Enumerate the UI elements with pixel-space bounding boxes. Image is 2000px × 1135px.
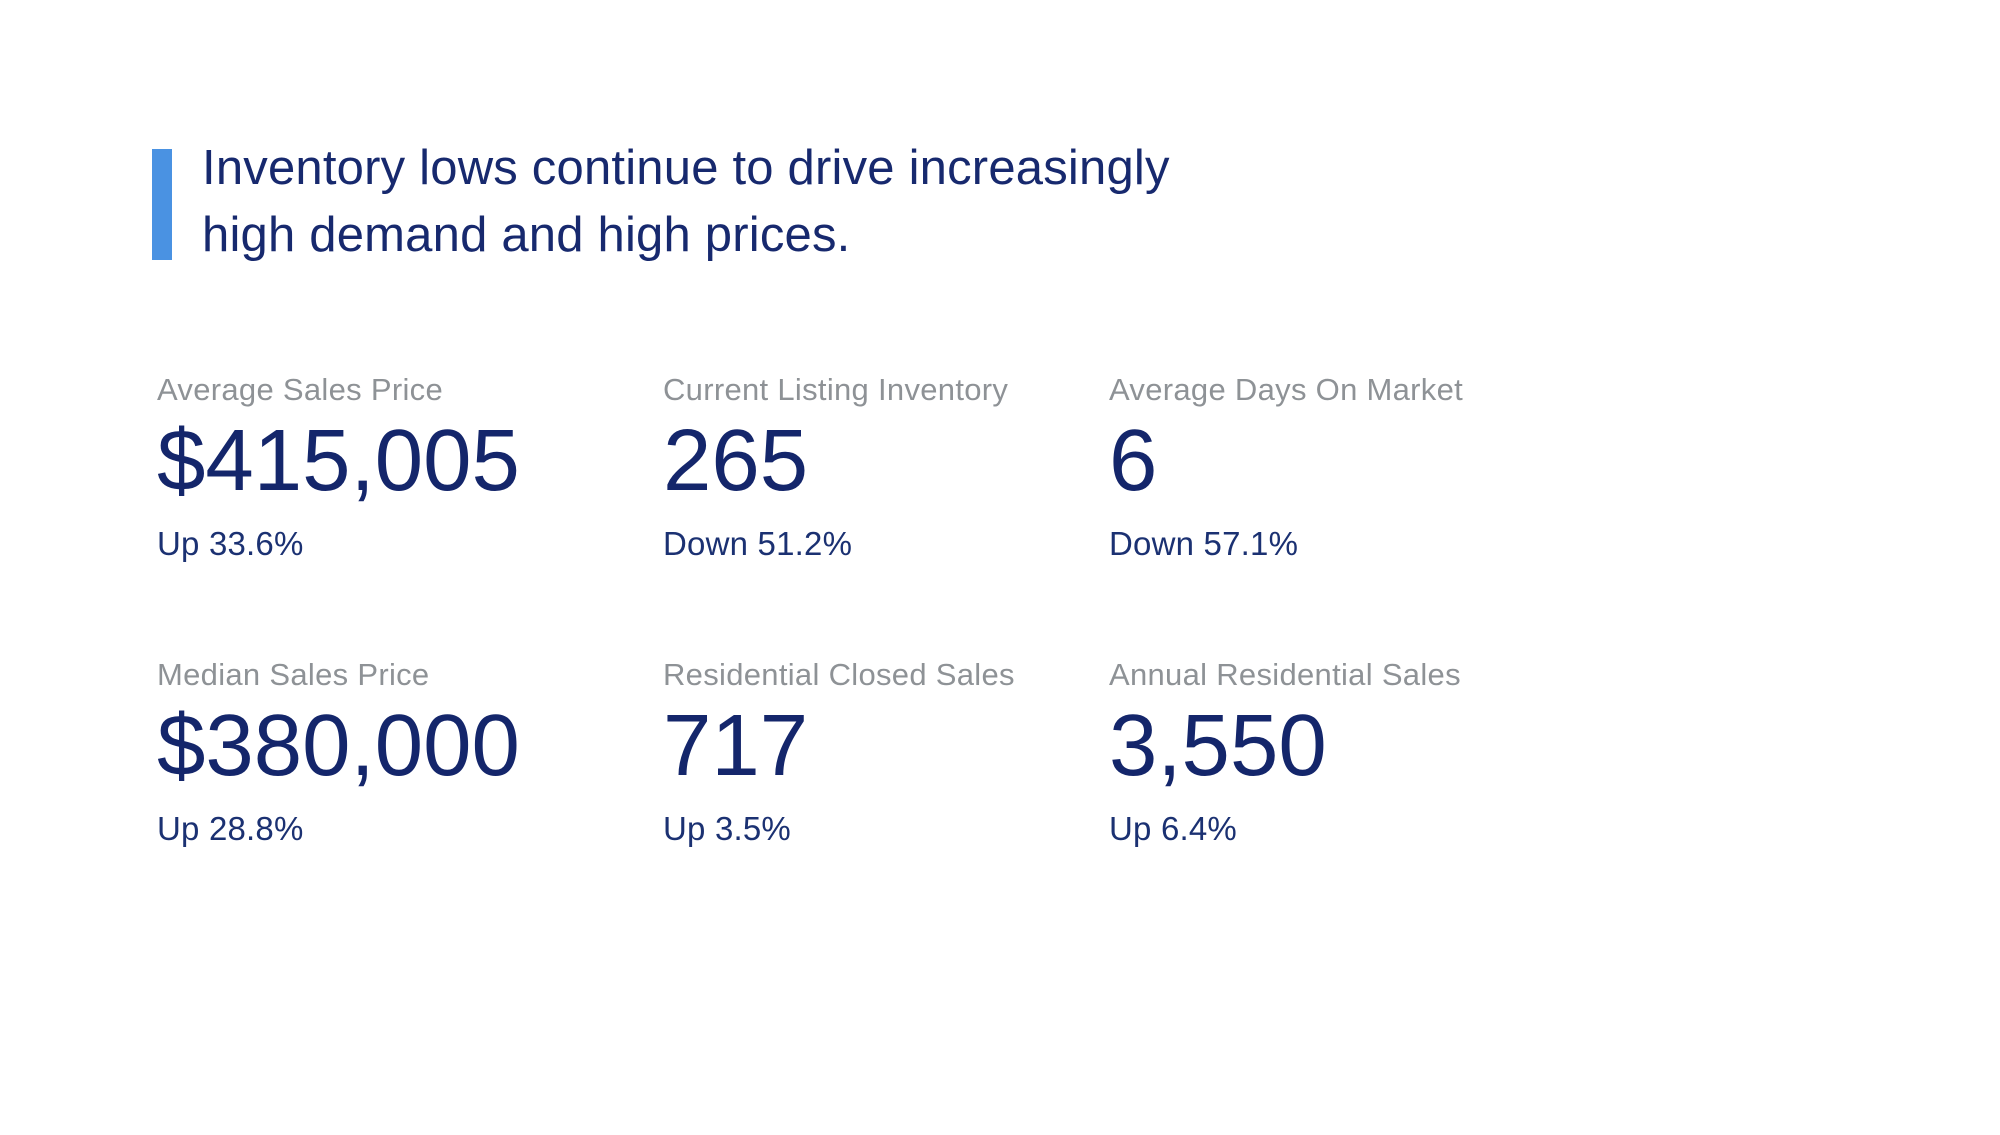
headline: Inventory lows continue to drive increas… <box>152 135 2000 269</box>
stat-change: Up 28.8% <box>157 810 304 847</box>
stat-change: Up 6.4% <box>1109 810 1237 847</box>
stat-value: $415,005 <box>157 412 520 509</box>
stat-card-average-sales-price: Average Sales Price $415,005 Up 33.6% <box>157 372 663 563</box>
stat-value: $380,000 <box>157 697 520 794</box>
stat-card-average-days-on-market: Average Days On Market 6 Down 57.1% <box>1109 372 1709 563</box>
stat-card-residential-closed-sales: Residential Closed Sales 717 Up 3.5% <box>663 657 1109 848</box>
headline-line-1: Inventory lows continue to drive increas… <box>202 141 1170 195</box>
stat-change: Up 33.6% <box>157 525 304 562</box>
stat-change: Down 57.1% <box>1109 525 1299 562</box>
stat-card-annual-residential-sales: Annual Residential Sales 3,550 Up 6.4% <box>1109 657 1709 848</box>
stat-card-median-sales-price: Median Sales Price $380,000 Up 28.8% <box>157 657 663 848</box>
stat-label: Median Sales Price <box>157 657 430 692</box>
stat-value: 717 <box>663 697 809 794</box>
stat-card-current-listing-inventory: Current Listing Inventory 265 Down 51.2% <box>663 372 1109 563</box>
stat-value: 265 <box>663 412 809 509</box>
stats-grid: Average Sales Price $415,005 Up 33.6% Cu… <box>157 372 2000 848</box>
stat-label: Current Listing Inventory <box>663 372 1009 407</box>
headline-text: Inventory lows continue to drive increas… <box>202 135 1170 269</box>
headline-accent-bar <box>152 149 172 260</box>
stat-change: Down 51.2% <box>663 525 853 562</box>
stat-label: Average Days On Market <box>1109 372 1464 407</box>
stat-label: Annual Residential Sales <box>1109 657 1461 692</box>
stat-label: Average Sales Price <box>157 372 444 407</box>
stat-value: 3,550 <box>1109 697 1327 794</box>
stats-row-1: Average Sales Price $415,005 Up 33.6% Cu… <box>157 372 2000 563</box>
stat-label: Residential Closed Sales <box>663 657 1015 692</box>
stats-row-2: Median Sales Price $380,000 Up 28.8% Res… <box>157 657 2000 848</box>
stat-change: Up 3.5% <box>663 810 791 847</box>
headline-line-2: high demand and high prices. <box>202 208 851 262</box>
stat-value: 6 <box>1109 412 1158 509</box>
